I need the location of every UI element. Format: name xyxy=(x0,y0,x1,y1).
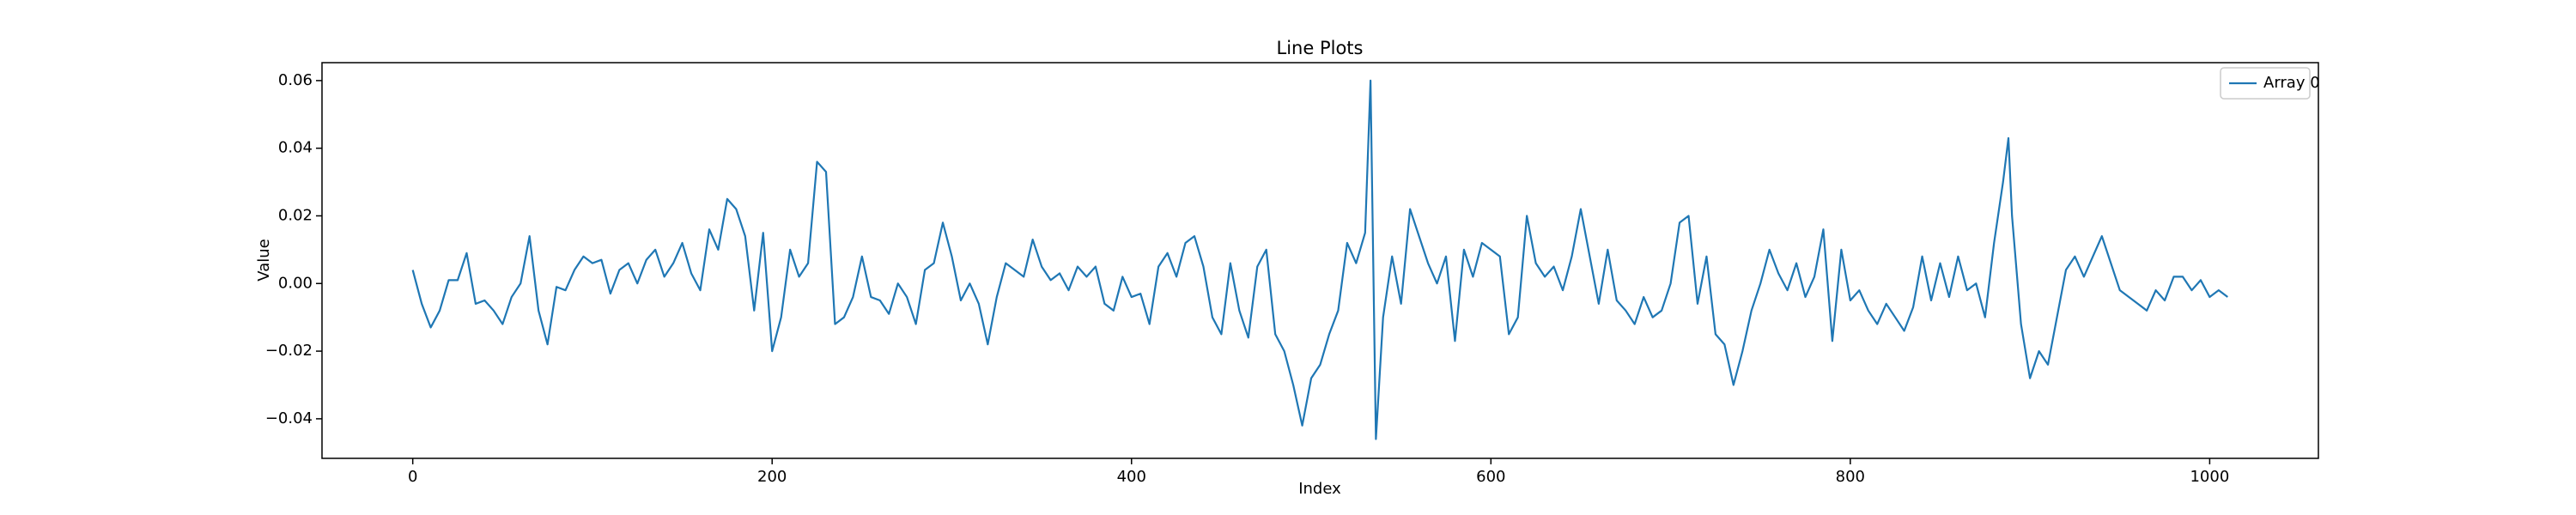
x-tick-label: 0 xyxy=(408,468,417,486)
y-axis-label: Value xyxy=(255,239,273,281)
y-tick-label: 0.00 xyxy=(278,274,313,292)
plot-frame xyxy=(321,62,2319,459)
x-axis-label: Index xyxy=(1298,480,1341,498)
y-tick-label: 0.06 xyxy=(278,71,313,89)
x-tick-label: 1000 xyxy=(2190,468,2229,486)
x-tick-label: 200 xyxy=(757,468,787,486)
legend-box xyxy=(2220,67,2311,100)
legend-label: Array 0 xyxy=(2263,74,2320,92)
x-tick-label: 800 xyxy=(1836,468,1865,486)
y-tick-label: −0.02 xyxy=(265,342,313,360)
x-tick-label: 400 xyxy=(1117,468,1146,486)
y-tick-label: −0.04 xyxy=(265,409,313,427)
chart-title: Line Plots xyxy=(1277,38,1364,58)
x-tick-label: 600 xyxy=(1476,468,1505,486)
data-line xyxy=(411,79,2228,440)
y-tick-label: 0.04 xyxy=(278,139,313,157)
y-tick-label: 0.02 xyxy=(278,206,313,224)
